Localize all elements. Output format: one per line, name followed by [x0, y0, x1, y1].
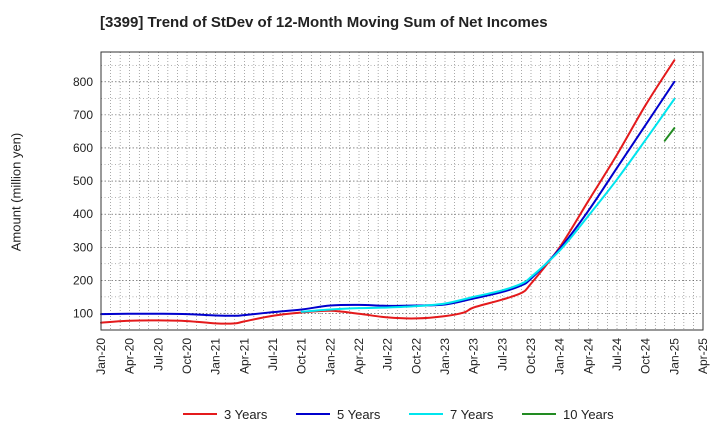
legend-label-5-years: 5 Years — [337, 407, 381, 422]
legend-label-3-years: 3 Years — [224, 407, 268, 422]
y-tick-label: 700 — [73, 108, 93, 122]
x-tick-label: Oct-21 — [295, 338, 309, 374]
grid-layer — [100, 52, 704, 330]
y-tick-label: 600 — [73, 141, 93, 155]
x-tick-label: Apr-23 — [467, 338, 481, 374]
series-line-7-years — [300, 97, 676, 313]
x-tick-label: Apr-24 — [581, 338, 595, 374]
x-tick-label: Jan-25 — [667, 338, 681, 375]
series-line-5-years — [100, 80, 676, 317]
x-tick-label: Jan-24 — [553, 338, 567, 375]
x-tick-label: Jan-22 — [323, 338, 337, 375]
y-tick-label: 800 — [73, 75, 93, 89]
y-tick-label: 500 — [73, 174, 93, 188]
x-tick-label: Jul-20 — [151, 338, 165, 371]
x-tick-label: Jul-23 — [495, 338, 509, 371]
x-tick-label: Jan-23 — [438, 338, 452, 375]
y-ticks: 100 200 300 400 500 600 700 800 — [73, 75, 93, 321]
y-tick-label: 400 — [73, 207, 93, 221]
x-tick-label: Oct-23 — [524, 338, 538, 374]
legend-label-10-years: 10 Years — [563, 407, 614, 422]
y-tick-label: 100 — [73, 306, 93, 320]
x-tick-label: Apr-21 — [237, 338, 251, 374]
x-ticks: Jan-20 Apr-20 Jul-20 Oct-20 Jan-21 Apr-21 Jul-… — [94, 338, 710, 375]
x-tick-label: Apr-25 — [696, 338, 710, 374]
y-tick-label: 300 — [73, 240, 93, 254]
x-tick-label: Jan-20 — [94, 338, 108, 375]
legend: 3 Years 5 Years 7 Years 10 Years — [183, 407, 614, 422]
y-tick-label: 200 — [73, 273, 93, 287]
x-tick-label: Apr-20 — [123, 338, 137, 374]
x-tick-label: Oct-24 — [639, 338, 653, 374]
chart-title: [3399] Trend of StDev of 12-Month Moving… — [100, 14, 548, 31]
series-layer — [100, 59, 676, 325]
series-line-10-years — [663, 127, 676, 142]
x-tick-label: Jul-24 — [610, 338, 624, 371]
x-tick-label: Apr-22 — [352, 338, 366, 374]
x-tick-label: Jul-21 — [266, 338, 280, 371]
x-tick-label: Oct-22 — [409, 338, 423, 374]
legend-label-7-years: 7 Years — [450, 407, 494, 422]
x-tick-label: Oct-20 — [180, 338, 194, 374]
x-tick-label: Jul-22 — [381, 338, 395, 371]
plot-frame — [100, 51, 704, 331]
series-line-3-years — [100, 59, 676, 325]
x-tick-label: Jan-21 — [209, 338, 223, 375]
